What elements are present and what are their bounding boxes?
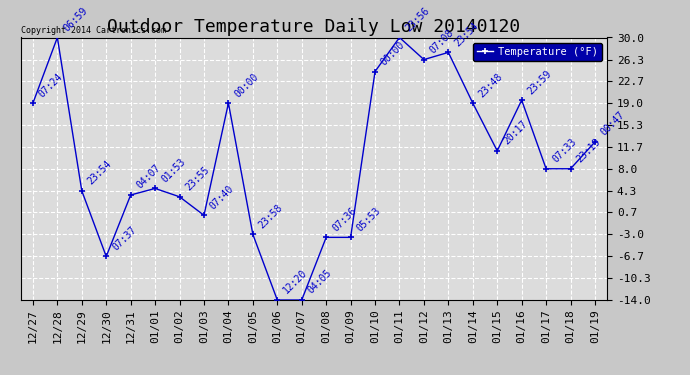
Text: 07:08: 07:08 — [428, 28, 456, 56]
Legend: Temperature (°F): Temperature (°F) — [473, 43, 602, 61]
Text: 07:24: 07:24 — [37, 71, 65, 99]
Text: 07:37: 07:37 — [110, 225, 138, 252]
Text: 05:53: 05:53 — [355, 206, 383, 233]
Text: 23:19: 23:19 — [575, 137, 602, 165]
Text: 23:59: 23:59 — [526, 68, 553, 96]
Text: 23:56: 23:56 — [404, 6, 431, 33]
Title: Outdoor Temperature Daily Low 20140120: Outdoor Temperature Daily Low 20140120 — [108, 18, 520, 36]
Text: 04:05: 04:05 — [306, 268, 334, 296]
Text: 23:55: 23:55 — [184, 165, 212, 193]
Text: 23:48: 23:48 — [477, 71, 505, 99]
Text: 23:54: 23:54 — [453, 20, 480, 48]
Text: 07:36: 07:36 — [331, 206, 358, 233]
Text: 06:59: 06:59 — [61, 6, 90, 33]
Text: 12:20: 12:20 — [282, 268, 309, 296]
Text: 23:54: 23:54 — [86, 159, 114, 187]
Text: Copyright 2014 Cartronics.com: Copyright 2014 Cartronics.com — [21, 26, 166, 35]
Text: 20:17: 20:17 — [502, 119, 529, 147]
Text: 23:58: 23:58 — [257, 202, 285, 230]
Text: 00:00: 00:00 — [233, 71, 260, 99]
Text: 00:47: 00:47 — [599, 110, 627, 138]
Text: 00:00: 00:00 — [380, 39, 407, 68]
Text: 07:40: 07:40 — [208, 183, 236, 211]
Text: 07:33: 07:33 — [550, 137, 578, 165]
Text: 01:53: 01:53 — [159, 156, 187, 184]
Text: 04:07: 04:07 — [135, 163, 163, 191]
